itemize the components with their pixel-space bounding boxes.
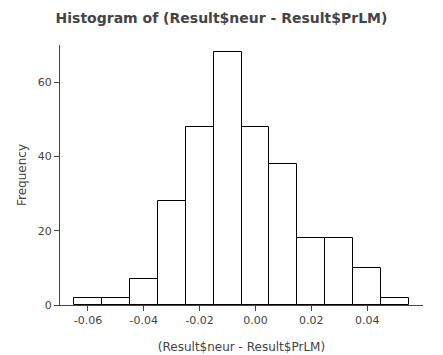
svg-text:0.00: 0.00 [243,314,268,327]
svg-text:60: 60 [38,76,52,89]
svg-text:-0.04: -0.04 [130,314,158,327]
svg-text:-0.02: -0.02 [185,314,213,327]
svg-text:-0.06: -0.06 [74,314,102,327]
svg-text:0.04: 0.04 [355,314,380,327]
svg-text:(Result$neur - Result$PrLM): (Result$neur - Result$PrLM) [158,340,325,354]
svg-text:0.02: 0.02 [299,314,324,327]
svg-text:Histogram of (Result$neur - Re: Histogram of (Result$neur - Result$PrLM) [56,10,388,26]
svg-text:20: 20 [38,225,52,238]
svg-text:0: 0 [45,299,52,312]
svg-text:40: 40 [38,150,52,163]
svg-text:Frequency: Frequency [15,144,29,206]
